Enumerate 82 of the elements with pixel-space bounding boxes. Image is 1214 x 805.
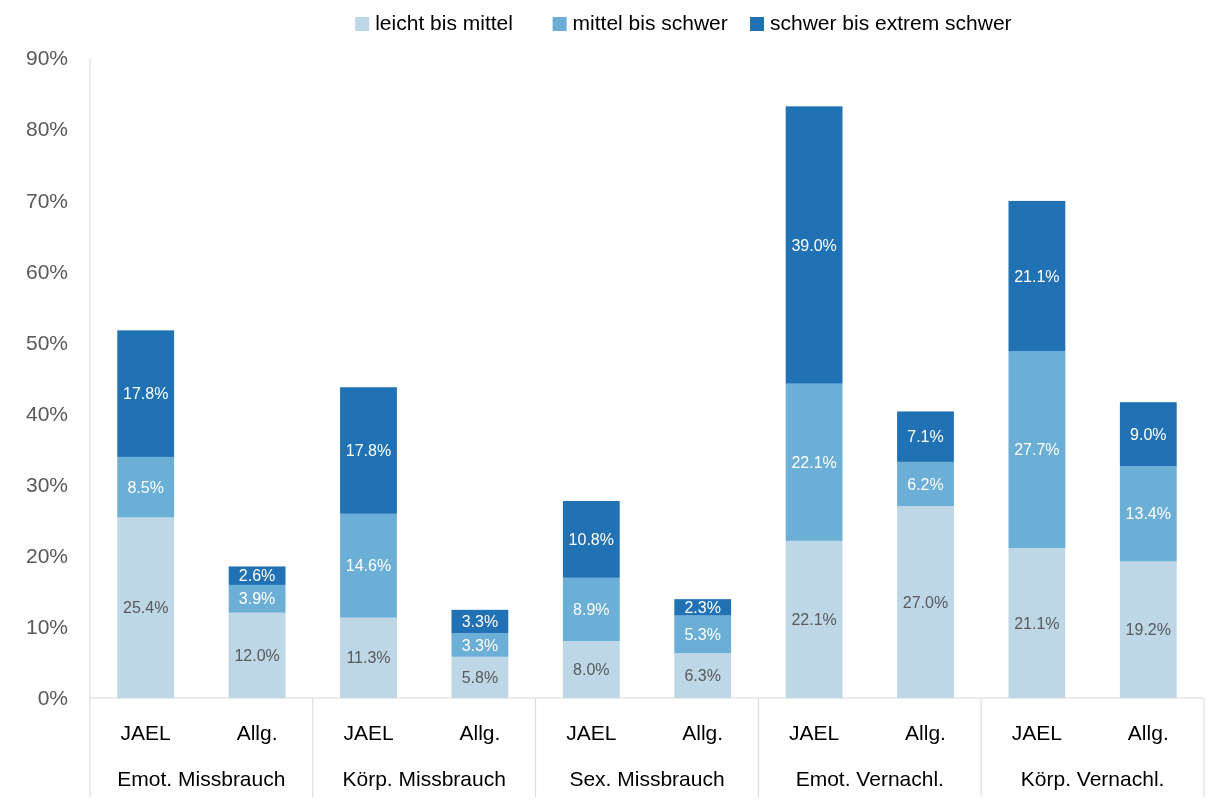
bar — [340, 387, 397, 514]
bar — [340, 513, 397, 618]
data-label: 2.6% — [238, 567, 276, 585]
x-tick-label: Allg. — [905, 721, 946, 744]
bar — [228, 612, 286, 698]
x-tick-label: JAEL — [1011, 721, 1062, 744]
y-tick-label: 30% — [25, 473, 68, 497]
text: Sex. Missbrauch — [569, 767, 725, 790]
data-label: 5.3% — [684, 625, 721, 643]
bar — [1008, 200, 1066, 351]
bar — [562, 501, 620, 578]
bar — [674, 653, 732, 698]
x-tick-label: Allg. — [459, 721, 501, 744]
bar — [1008, 547, 1066, 698]
x-tick-label: JAEL — [343, 721, 394, 744]
legend-label: mittel bis schwer — [572, 11, 728, 34]
bar — [340, 617, 397, 698]
data-label: 14.6% — [345, 557, 392, 575]
x-tick-label: JAEL — [789, 721, 840, 744]
x-tick-label: Allg. — [236, 721, 278, 744]
data-label: 7.1% — [907, 428, 944, 446]
bar — [117, 456, 175, 518]
data-label: 27.7% — [1014, 441, 1060, 459]
text: Körp. Vernachl. — [1020, 767, 1165, 790]
y-tick-label: 20% — [25, 544, 68, 568]
data-label: 22.1% — [791, 453, 837, 471]
text: Emot. Vernachl. — [795, 767, 944, 790]
y-tick-label: 60% — [25, 259, 68, 283]
data-label: 5.8% — [461, 668, 499, 686]
x-tick-label: Allg. — [682, 721, 724, 744]
x-tick-label: JAEL — [566, 721, 617, 744]
bar — [785, 106, 843, 384]
data-label: 6.3% — [684, 667, 721, 685]
bar — [451, 656, 509, 698]
data-label: 19.2% — [1125, 621, 1171, 639]
data-label: 17.8% — [345, 442, 392, 460]
bar — [117, 330, 175, 457]
data-label: 3.9% — [238, 590, 276, 608]
data-label: 21.1% — [1014, 267, 1060, 285]
y-tick-label: 10% — [25, 615, 68, 639]
data-label: 12.0% — [234, 646, 280, 664]
data-label: 39.0% — [791, 236, 837, 254]
y-tick-label: 90% — [25, 46, 68, 70]
bar — [1119, 561, 1177, 698]
data-label: 9.0% — [1130, 425, 1167, 443]
y-tick-label: 80% — [25, 117, 68, 141]
bar — [562, 641, 620, 698]
bar — [785, 383, 843, 541]
legend-label: leicht bis mittel — [375, 11, 513, 34]
data-label: 8.5% — [127, 478, 164, 496]
bar — [897, 506, 954, 698]
x-tick-label: JAEL — [120, 721, 171, 744]
data-label: 22.1% — [791, 611, 837, 629]
data-label: 25.4% — [123, 599, 169, 617]
data-label: 17.8% — [123, 385, 169, 403]
data-label: 8.0% — [573, 661, 610, 679]
data-label: 2.3% — [684, 598, 721, 616]
data-label: 27.0% — [902, 593, 949, 611]
data-label: 21.1% — [1014, 614, 1060, 632]
y-tick-label: 40% — [25, 401, 68, 425]
bar — [897, 461, 954, 506]
data-label: 11.3% — [346, 649, 391, 667]
bar — [1008, 350, 1066, 548]
x-tick-label: Allg. — [1127, 721, 1169, 744]
data-label: 10.8% — [568, 531, 614, 549]
data-label: 13.4% — [1125, 505, 1171, 523]
y-tick-label: 50% — [25, 330, 68, 354]
data-label: 8.9% — [573, 601, 610, 619]
bar — [1119, 466, 1177, 562]
bar — [562, 577, 620, 642]
bar — [1119, 402, 1177, 467]
data-label: 3.3% — [461, 613, 499, 631]
text: Körp. Missbrauch — [342, 767, 506, 790]
bar — [117, 517, 175, 698]
bar — [897, 411, 954, 462]
y-tick-label: 70% — [25, 188, 68, 212]
bar — [785, 540, 843, 698]
legend-label: schwer bis extrem schwer — [770, 11, 1012, 34]
y-tick-label: 0% — [37, 686, 68, 710]
data-label: 6.2% — [907, 475, 944, 493]
data-label: 3.3% — [461, 636, 499, 654]
text: Emot. Missbrauch — [117, 767, 286, 790]
